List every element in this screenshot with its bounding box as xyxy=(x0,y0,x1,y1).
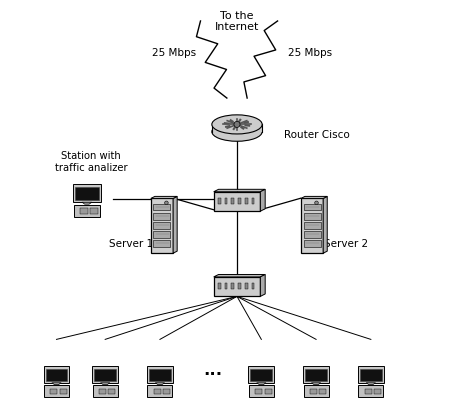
FancyBboxPatch shape xyxy=(365,389,372,394)
FancyBboxPatch shape xyxy=(73,205,100,217)
FancyBboxPatch shape xyxy=(358,385,383,397)
Text: Router Cisco: Router Cisco xyxy=(283,129,349,140)
FancyBboxPatch shape xyxy=(99,389,106,394)
FancyBboxPatch shape xyxy=(94,369,116,381)
FancyBboxPatch shape xyxy=(303,204,320,210)
FancyBboxPatch shape xyxy=(304,385,328,397)
FancyBboxPatch shape xyxy=(151,199,173,253)
FancyBboxPatch shape xyxy=(374,389,381,394)
Text: ...: ... xyxy=(203,361,222,379)
Circle shape xyxy=(315,201,318,205)
FancyBboxPatch shape xyxy=(225,283,228,289)
FancyBboxPatch shape xyxy=(93,385,118,397)
Polygon shape xyxy=(311,383,321,385)
FancyBboxPatch shape xyxy=(109,389,115,394)
FancyBboxPatch shape xyxy=(91,208,98,214)
FancyBboxPatch shape xyxy=(60,389,67,394)
Polygon shape xyxy=(301,197,327,199)
FancyBboxPatch shape xyxy=(248,366,274,383)
FancyBboxPatch shape xyxy=(154,204,171,210)
FancyBboxPatch shape xyxy=(245,283,248,289)
FancyBboxPatch shape xyxy=(305,369,327,381)
FancyBboxPatch shape xyxy=(214,192,260,211)
FancyBboxPatch shape xyxy=(249,385,274,397)
Polygon shape xyxy=(100,383,110,385)
FancyBboxPatch shape xyxy=(250,369,272,381)
FancyBboxPatch shape xyxy=(255,389,262,394)
FancyBboxPatch shape xyxy=(358,366,384,383)
FancyBboxPatch shape xyxy=(44,366,69,383)
Polygon shape xyxy=(173,197,177,253)
FancyBboxPatch shape xyxy=(163,389,170,394)
Ellipse shape xyxy=(212,115,262,134)
FancyBboxPatch shape xyxy=(147,366,173,383)
FancyBboxPatch shape xyxy=(303,366,329,383)
FancyBboxPatch shape xyxy=(231,283,234,289)
FancyBboxPatch shape xyxy=(238,198,241,204)
Text: To the
Internet: To the Internet xyxy=(215,11,259,33)
FancyBboxPatch shape xyxy=(46,369,67,381)
Text: 25 Mbps: 25 Mbps xyxy=(288,48,332,59)
FancyBboxPatch shape xyxy=(245,198,248,204)
FancyBboxPatch shape xyxy=(154,240,171,247)
FancyBboxPatch shape xyxy=(264,389,272,394)
FancyBboxPatch shape xyxy=(303,213,320,219)
FancyBboxPatch shape xyxy=(154,389,161,394)
FancyBboxPatch shape xyxy=(360,369,382,381)
Polygon shape xyxy=(155,383,164,385)
Polygon shape xyxy=(257,383,266,385)
Polygon shape xyxy=(366,383,375,385)
FancyBboxPatch shape xyxy=(218,283,221,289)
FancyBboxPatch shape xyxy=(218,198,221,204)
FancyBboxPatch shape xyxy=(75,187,99,200)
FancyBboxPatch shape xyxy=(301,199,323,253)
FancyBboxPatch shape xyxy=(319,389,326,394)
Circle shape xyxy=(164,201,168,205)
FancyBboxPatch shape xyxy=(73,184,100,202)
FancyBboxPatch shape xyxy=(147,385,173,397)
Text: Server 1: Server 1 xyxy=(109,239,154,249)
FancyBboxPatch shape xyxy=(154,222,171,229)
Text: Station with
traffic analizer: Station with traffic analizer xyxy=(55,151,128,173)
FancyBboxPatch shape xyxy=(225,198,228,204)
FancyBboxPatch shape xyxy=(154,231,171,238)
Polygon shape xyxy=(52,383,61,385)
FancyBboxPatch shape xyxy=(50,389,57,394)
Ellipse shape xyxy=(212,122,262,141)
Text: 25 Mbps: 25 Mbps xyxy=(152,48,196,59)
Polygon shape xyxy=(260,274,265,296)
Polygon shape xyxy=(214,274,265,277)
FancyBboxPatch shape xyxy=(303,222,320,229)
FancyBboxPatch shape xyxy=(252,198,255,204)
FancyBboxPatch shape xyxy=(252,283,255,289)
FancyBboxPatch shape xyxy=(214,277,260,296)
FancyBboxPatch shape xyxy=(92,366,118,383)
FancyBboxPatch shape xyxy=(310,389,317,394)
FancyBboxPatch shape xyxy=(303,231,320,238)
Polygon shape xyxy=(323,197,327,253)
Text: Server 2: Server 2 xyxy=(324,239,369,249)
FancyBboxPatch shape xyxy=(44,385,69,397)
Polygon shape xyxy=(260,189,265,211)
FancyBboxPatch shape xyxy=(80,208,88,214)
Polygon shape xyxy=(82,202,92,204)
FancyBboxPatch shape xyxy=(238,283,241,289)
FancyBboxPatch shape xyxy=(303,240,320,247)
Circle shape xyxy=(234,121,240,127)
FancyBboxPatch shape xyxy=(231,198,234,204)
Polygon shape xyxy=(151,197,177,199)
Polygon shape xyxy=(214,189,265,192)
FancyBboxPatch shape xyxy=(149,369,171,381)
Polygon shape xyxy=(212,125,262,132)
FancyBboxPatch shape xyxy=(154,213,171,219)
